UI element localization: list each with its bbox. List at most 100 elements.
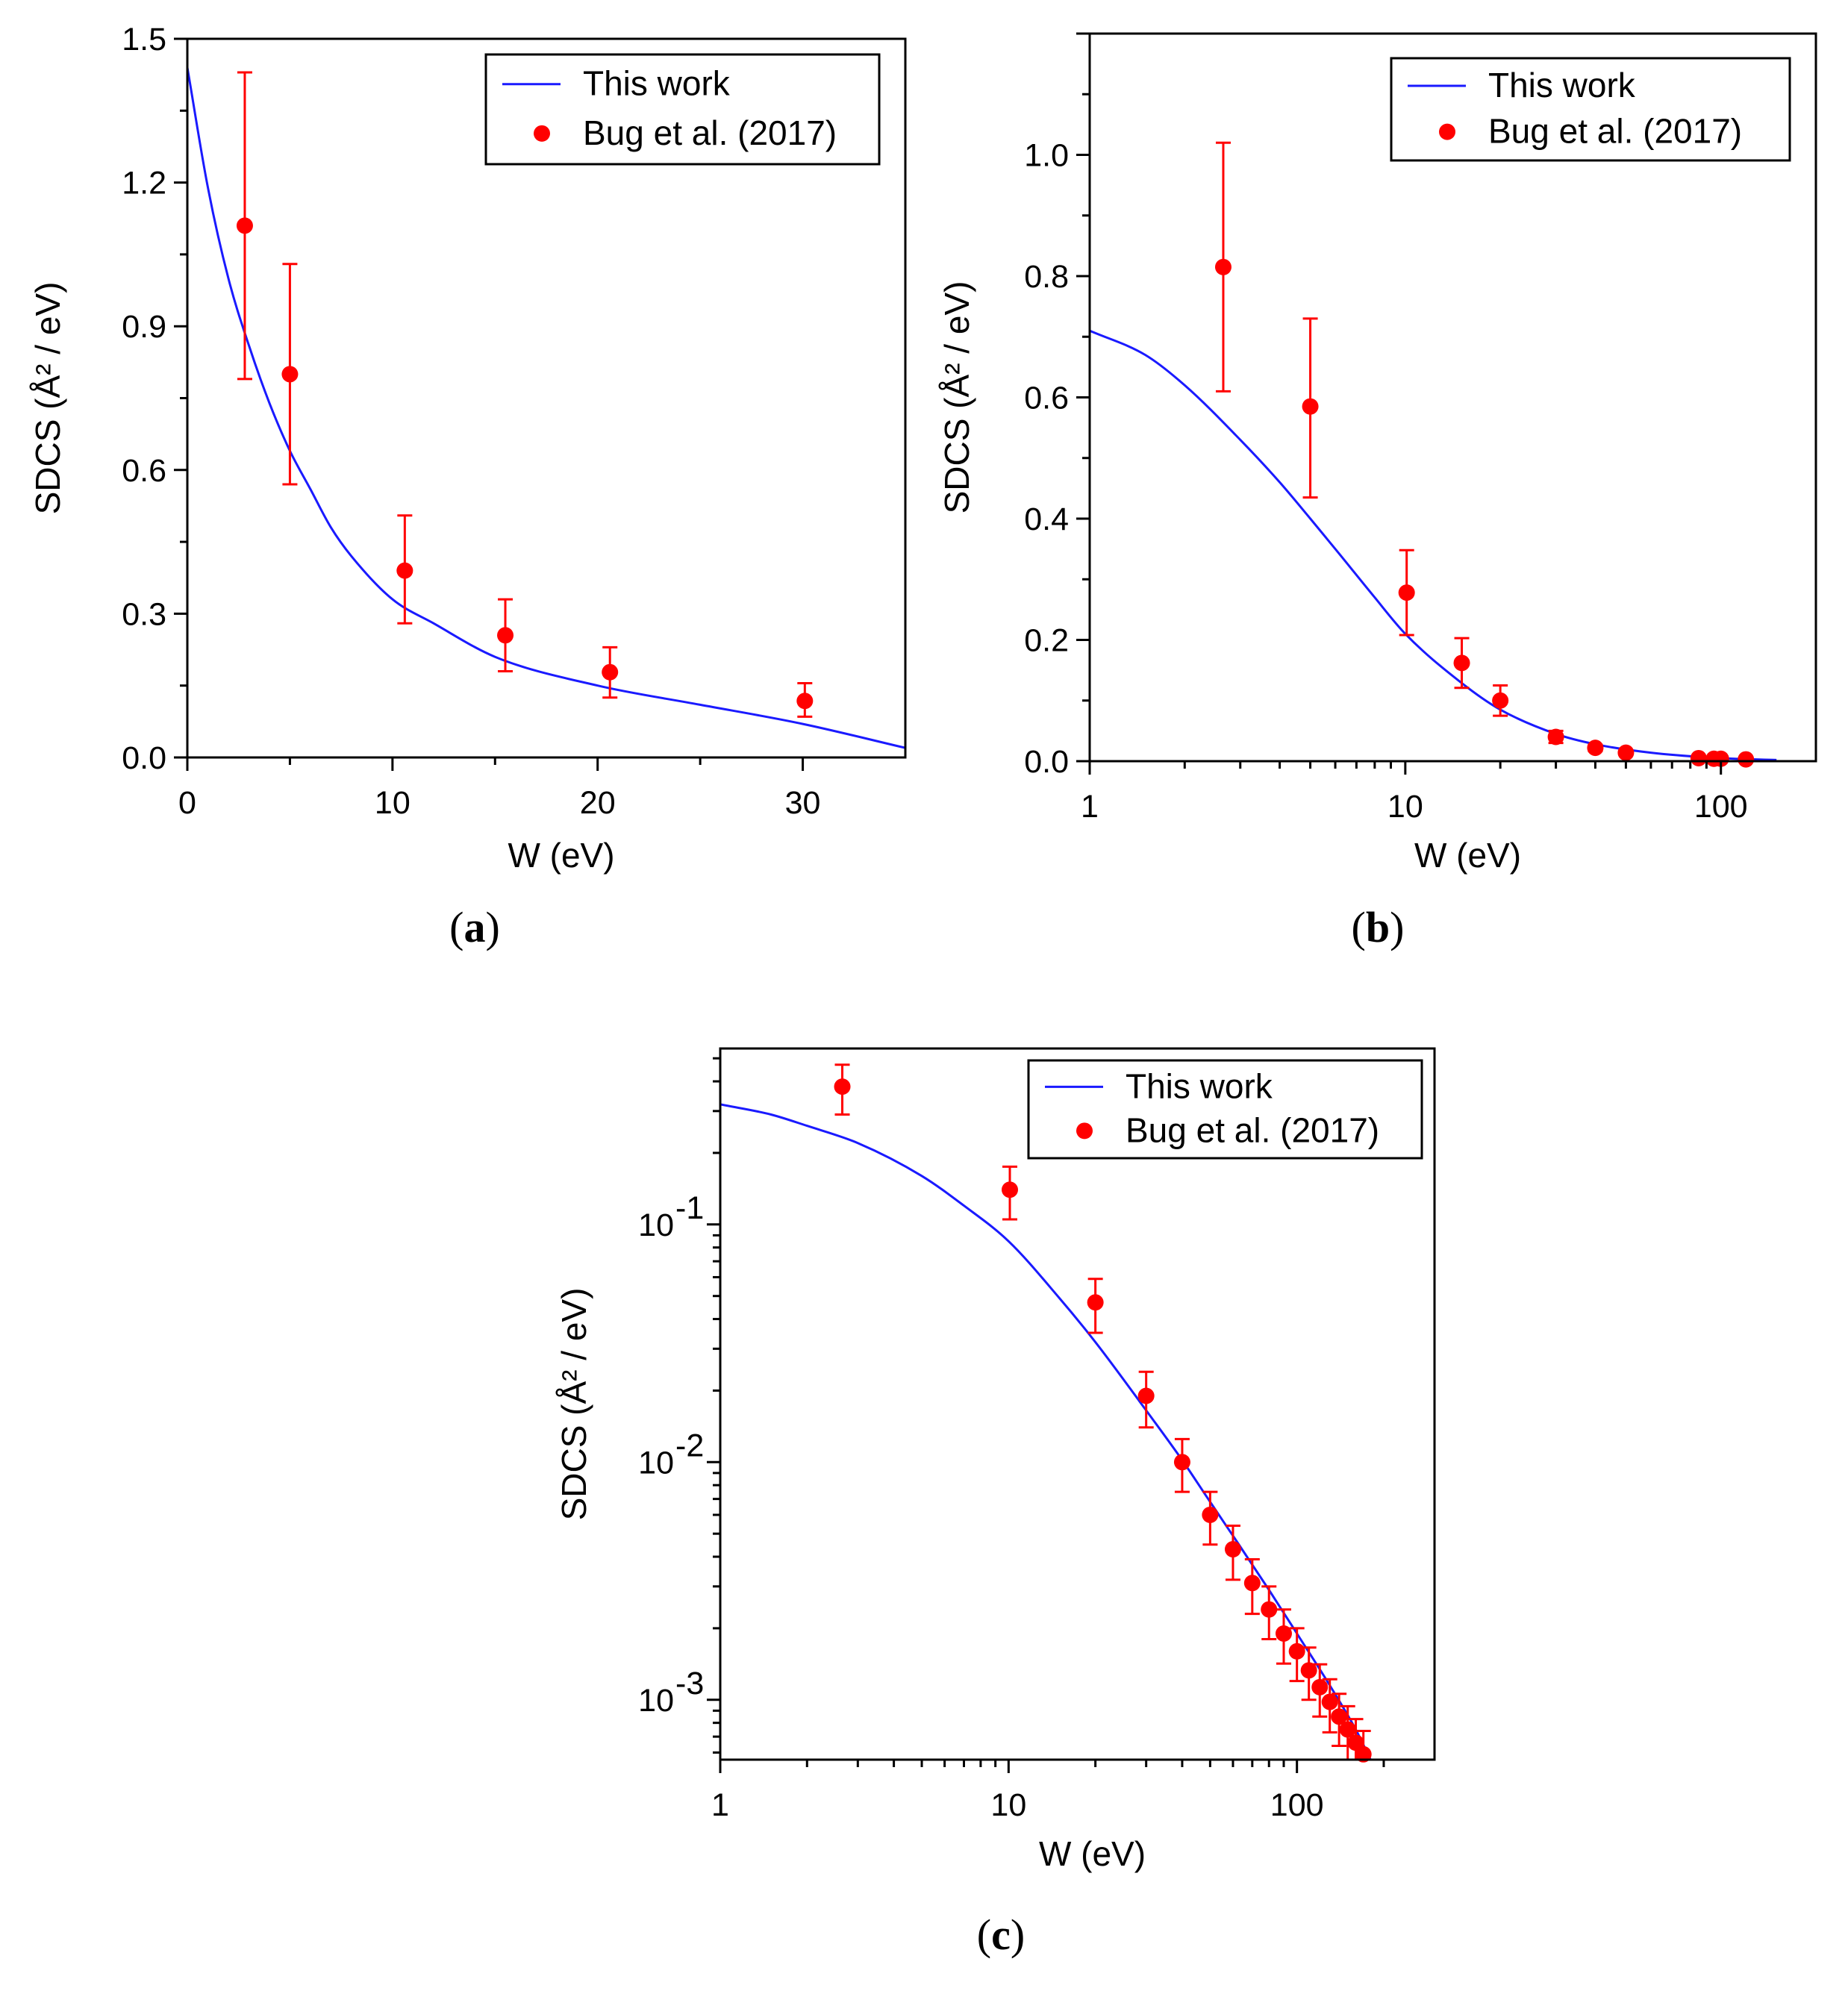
x-axis-title: W (eV)	[1039, 1834, 1146, 1873]
y-tick-label: 0.6	[1024, 381, 1069, 416]
data-point	[1261, 1601, 1278, 1618]
data-point	[1311, 1678, 1329, 1695]
data-point	[1738, 751, 1755, 768]
y-tick-label: 0.0	[1024, 744, 1069, 780]
y-axis-title: SDCS (Å² / eV)	[937, 281, 976, 514]
x-tick-label: 10	[990, 1787, 1026, 1823]
x-tick-label: 0	[178, 785, 196, 821]
legend-label-bug-et-al: Bug et al. (2017)	[583, 113, 837, 152]
y-tick-label: 1.2	[122, 166, 166, 201]
data-point	[1712, 750, 1729, 767]
data-point	[1453, 654, 1470, 672]
data-point	[1224, 1541, 1241, 1558]
data-point	[1492, 692, 1509, 709]
data-point	[1547, 728, 1564, 746]
y-tick-label: 0.0	[122, 740, 166, 776]
data-point	[1137, 1387, 1155, 1404]
panel-caption: (c)	[977, 1910, 1025, 1959]
legend-box	[484, 53, 881, 166]
data-point	[1002, 1181, 1019, 1198]
caption-paren-close: )	[1390, 903, 1404, 951]
data-point	[281, 366, 299, 383]
x-tick-label: 100	[1694, 789, 1748, 825]
data-point	[1617, 744, 1635, 761]
y-tick-label: 0.3	[122, 596, 166, 632]
legend-point-swatch	[1439, 123, 1455, 140]
data-point	[796, 693, 814, 710]
legend: This work Bug et al. (2017)	[1390, 57, 1791, 162]
x-tick-label: 1	[1081, 789, 1099, 825]
legend-label-bug-et-al: Bug et al. (2017)	[1488, 112, 1742, 151]
data-point	[497, 627, 514, 644]
data-point	[1302, 398, 1319, 415]
legend-point-swatch	[1076, 1122, 1093, 1140]
caption-letter: a	[464, 903, 486, 951]
x-tick-label: 10	[1387, 789, 1423, 825]
y-tick-label: 10	[638, 1683, 674, 1719]
y-tick-label: 10	[638, 1445, 674, 1481]
x-tick-label: 30	[785, 785, 821, 821]
legend: This work Bug et al. (2017)	[484, 53, 881, 166]
panel-caption: (b)	[1352, 903, 1405, 951]
legend-label-this-work: This work	[1126, 1066, 1273, 1105]
legend-point-swatch	[534, 125, 550, 142]
caption-paren-open: (	[449, 903, 463, 951]
x-axis-title: W (eV)	[508, 836, 614, 875]
caption-paren-open: (	[977, 1910, 991, 1959]
data-point	[1173, 1454, 1190, 1471]
panel-caption: (a)	[449, 903, 500, 951]
series-line-this-work	[1090, 329, 1777, 761]
y-tick-label: 1.5	[122, 22, 166, 57]
y-tick-label: 0.9	[122, 309, 166, 345]
x-tick-label: 1	[711, 1787, 729, 1823]
y-tick-label: 0.2	[1024, 623, 1069, 659]
y-axis-title: SDCS (Å² / eV)	[555, 1288, 593, 1521]
data-point	[1339, 1721, 1356, 1738]
legend-label-this-work: This work	[583, 64, 731, 103]
y-tick-exponent: -3	[675, 1666, 704, 1701]
plot-frame	[719, 1047, 1436, 1761]
caption-letter: c	[991, 1910, 1011, 1959]
chart-panel-a: 0 10 20 30 0.0 0.3 0.6 0.9 1.2 1.5 W (eV) SDCS (Å² …	[28, 22, 907, 951]
legend-box	[1390, 57, 1791, 162]
x-axis-title: W (eV)	[1414, 836, 1521, 875]
data-point	[1288, 1643, 1305, 1660]
data-point	[1275, 1625, 1292, 1643]
data-point	[1214, 258, 1232, 275]
y-tick-exponent: -2	[675, 1428, 704, 1463]
caption-paren-close: )	[486, 903, 500, 951]
data-point	[834, 1078, 851, 1095]
chart-panel-b: 1 10 100 0.0 0.2 0.4 0.6 0.8 1.0 W (eV) SDCS (Å² /…	[937, 32, 1817, 951]
y-tick-label: 1.0	[1024, 138, 1069, 174]
y-tick-label: 10	[638, 1207, 674, 1243]
data-point	[396, 562, 413, 579]
y-tick-label: 0.6	[122, 453, 166, 489]
caption-paren-close: )	[1011, 1910, 1025, 1959]
y-tick-label: 0.4	[1024, 501, 1069, 537]
data-point	[1300, 1662, 1317, 1679]
y-axis-title: SDCS (Å² / eV)	[28, 282, 67, 515]
data-point	[1243, 1575, 1261, 1592]
legend-label-bug-et-al: Bug et al. (2017)	[1126, 1110, 1379, 1149]
data-point	[1587, 740, 1604, 757]
data-point	[602, 663, 619, 681]
x-tick-label: 20	[580, 785, 616, 821]
data-point	[1347, 1734, 1364, 1751]
data-point	[1331, 1708, 1348, 1725]
caption-letter: b	[1366, 903, 1390, 951]
series-line-this-work	[720, 1103, 1372, 1760]
data-point	[1321, 1693, 1338, 1710]
x-tick-label: 10	[375, 785, 411, 821]
x-tick-label: 100	[1270, 1787, 1324, 1823]
legend: This work Bug et al. (2017)	[1027, 1059, 1423, 1160]
data-point	[1690, 749, 1707, 766]
caption-paren-open: (	[1352, 903, 1366, 951]
legend-label-this-work: This work	[1488, 66, 1636, 104]
data-point	[1087, 1294, 1104, 1311]
data-point	[1202, 1506, 1219, 1523]
y-tick-label: 0.8	[1024, 259, 1069, 295]
data-point	[1355, 1745, 1372, 1763]
y-tick-exponent: -1	[675, 1190, 704, 1226]
